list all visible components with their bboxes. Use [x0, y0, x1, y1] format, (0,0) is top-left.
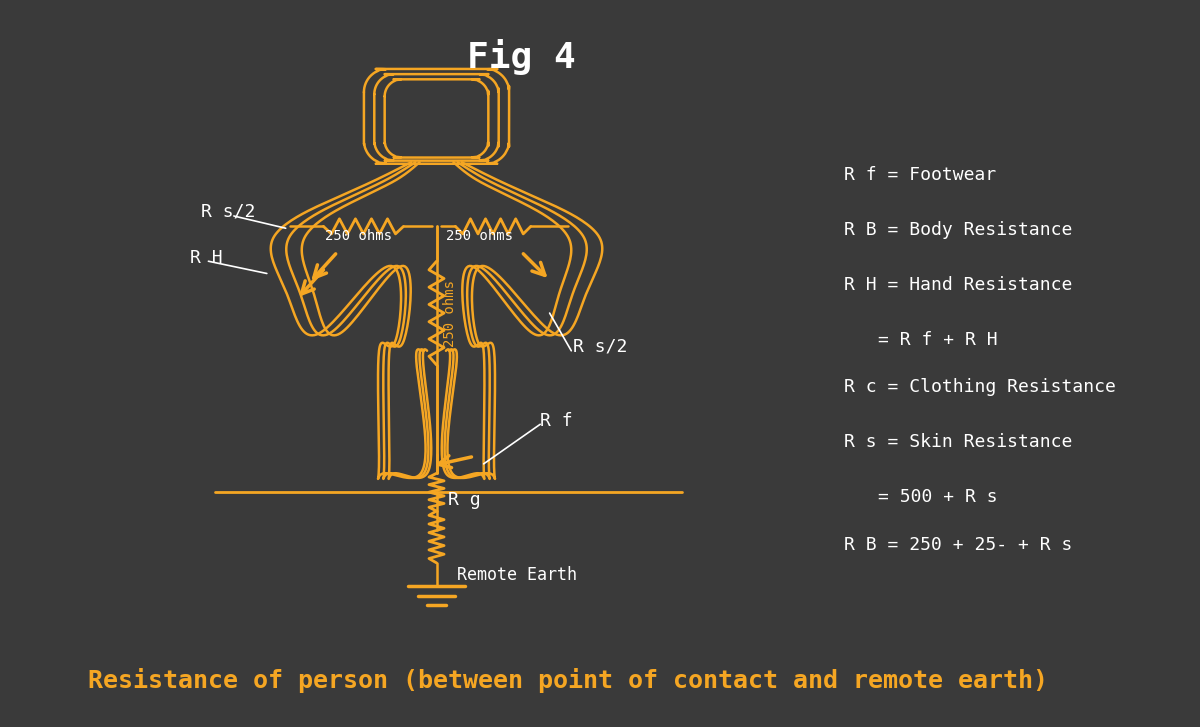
Text: = R f + R H: = R f + R H [877, 331, 997, 348]
Text: R c = Clothing Resistance: R c = Clothing Resistance [844, 379, 1116, 396]
Text: 250 ohms: 250 ohms [443, 280, 457, 347]
Text: R s/2: R s/2 [200, 202, 256, 220]
Text: R f = Footwear: R f = Footwear [844, 166, 996, 184]
Text: Resistance of person (between point of contact and remote earth): Resistance of person (between point of c… [89, 668, 1049, 693]
Text: Remote Earth: Remote Earth [457, 566, 577, 584]
Text: R H = Hand Resistance: R H = Hand Resistance [844, 276, 1072, 294]
Text: R g: R g [448, 491, 480, 509]
Text: R B = Body Resistance: R B = Body Resistance [844, 221, 1072, 239]
Text: = 500 + R s: = 500 + R s [877, 488, 997, 506]
Text: 250 ohms: 250 ohms [325, 229, 392, 243]
Text: 250 ohms: 250 ohms [446, 229, 512, 243]
Text: Fig 4: Fig 4 [467, 39, 576, 75]
Text: R H: R H [190, 249, 222, 268]
Text: R f: R f [540, 412, 572, 430]
Text: R s = Skin Resistance: R s = Skin Resistance [844, 433, 1072, 451]
Text: R s/2: R s/2 [574, 337, 628, 355]
Text: R B = 250 + 25- + R s: R B = 250 + 25- + R s [844, 536, 1072, 554]
